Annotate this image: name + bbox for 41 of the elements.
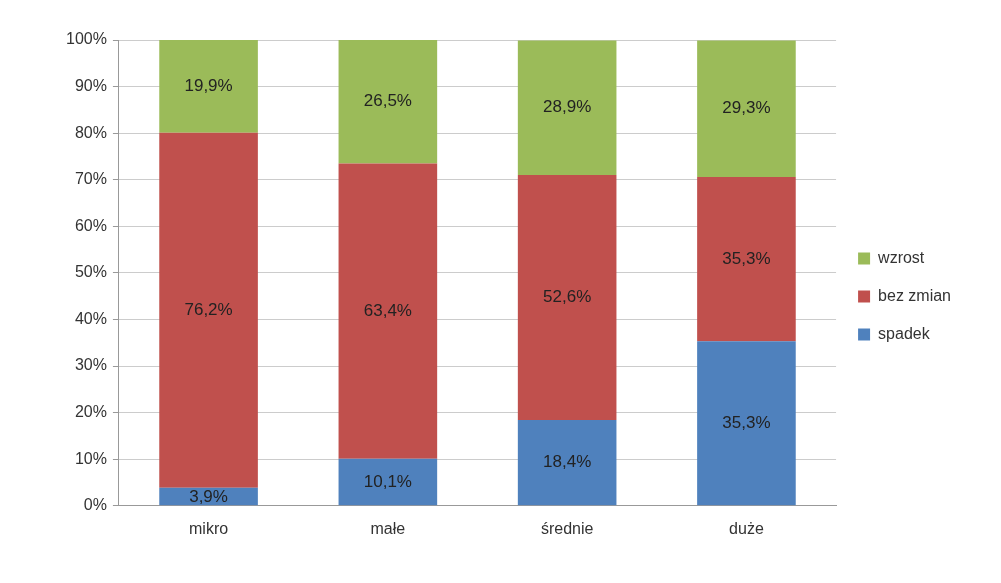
y-tick-label: 80% [74,123,107,141]
data-label: 19,9% [184,76,233,96]
bar [517,420,617,506]
y-tick-label: 20% [74,403,107,421]
legend-label: wzrost [877,248,925,266]
y-tick-label: 0% [83,496,107,514]
data-label: 18,4% [543,452,592,472]
bar [159,40,258,133]
legend-label: spadek [878,324,931,342]
data-label: 29,3% [722,98,771,118]
data-label: 26,5% [363,91,412,111]
data-label: 35,3% [722,248,771,268]
y-tick-label: 90% [74,76,107,94]
data-label: 52,6% [543,287,592,307]
data-label: 3,9% [189,486,228,506]
bar [697,40,796,177]
bar [697,341,796,506]
bar [159,132,258,488]
x-tick-label: średnie [540,519,594,537]
bar [517,175,617,421]
bar [697,176,796,342]
data-label: 28,9% [543,97,592,117]
legend-label: bez zmian [878,286,951,304]
x-tick-label: mikro [189,519,229,537]
data-label: 63,4% [363,300,412,320]
x-tick-label: małe [370,519,406,537]
bar [338,163,438,459]
bar [338,458,438,506]
y-tick-label: 30% [74,356,107,374]
bar [338,40,438,164]
data-label: 76,2% [184,299,233,319]
x-tick-label: duże [729,519,764,537]
y-tick-label: 60% [74,216,107,234]
bar [517,40,617,176]
y-tick-label: 100% [66,30,107,48]
y-tick-label: 40% [74,309,107,327]
y-tick-label: 10% [74,449,107,467]
data-label: 35,3% [722,413,771,433]
data-label: 10,1% [363,471,412,491]
y-tick-label: 50% [74,263,107,281]
y-tick-label: 70% [74,170,107,188]
